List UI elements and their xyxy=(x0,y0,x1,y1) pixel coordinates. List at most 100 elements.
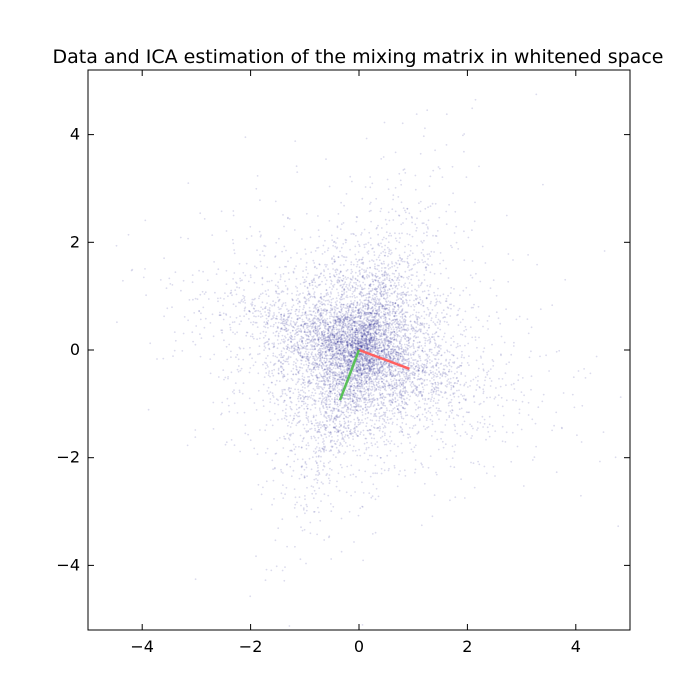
scatter-point xyxy=(231,391,234,393)
scatter-point xyxy=(388,309,391,311)
scatter-point xyxy=(288,218,291,220)
scatter-point xyxy=(336,338,338,341)
scatter-point xyxy=(393,282,396,284)
scatter-point xyxy=(363,452,366,454)
scatter-point xyxy=(395,240,398,242)
scatter-point xyxy=(360,301,362,303)
scatter-point xyxy=(404,362,407,365)
scatter-point xyxy=(277,367,280,370)
scatter-point xyxy=(333,261,336,263)
scatter-point xyxy=(473,220,476,223)
scatter-point xyxy=(341,438,343,440)
scatter-point xyxy=(308,317,311,320)
scatter-point xyxy=(450,370,453,373)
scatter-point xyxy=(457,414,460,417)
scatter-point xyxy=(304,248,307,251)
scatter-point xyxy=(389,232,391,235)
scatter-point xyxy=(344,434,347,436)
scatter-point xyxy=(370,341,373,344)
scatter-point xyxy=(366,376,368,379)
scatter-point xyxy=(309,348,312,351)
scatter-point xyxy=(461,350,463,353)
scatter-point xyxy=(290,317,293,319)
scatter-point xyxy=(318,376,321,379)
scatter-point xyxy=(324,337,326,340)
scatter-point xyxy=(372,329,375,332)
scatter-point xyxy=(358,340,360,343)
scatter-point xyxy=(364,404,367,406)
scatter-point xyxy=(371,287,374,290)
scatter-point xyxy=(382,320,384,323)
scatter-point xyxy=(385,421,387,424)
scatter-point xyxy=(230,291,233,294)
scatter-point xyxy=(396,295,398,297)
scatter-point xyxy=(352,409,355,412)
scatter-point xyxy=(295,299,298,302)
scatter-point xyxy=(308,361,310,364)
scatter-point xyxy=(386,278,388,280)
scatter-point xyxy=(423,365,426,368)
scatter-point xyxy=(572,376,575,379)
scatter-point xyxy=(195,325,198,327)
scatter-point xyxy=(362,326,364,328)
scatter-point xyxy=(383,396,386,399)
scatter-point xyxy=(418,261,421,263)
scatter-point xyxy=(346,408,348,411)
scatter-point xyxy=(332,378,334,381)
scatter-point xyxy=(425,269,428,271)
scatter-point xyxy=(338,373,341,376)
scatter-point xyxy=(398,279,401,282)
scatter-point xyxy=(360,233,362,236)
scatter-point xyxy=(318,319,321,322)
scatter-point xyxy=(395,329,398,331)
scatter-point xyxy=(513,388,516,390)
scatter-point xyxy=(333,392,336,395)
scatter-point xyxy=(231,321,234,324)
scatter-point xyxy=(389,331,392,334)
scatter-point xyxy=(438,418,440,421)
scatter-point xyxy=(305,448,308,450)
scatter-point xyxy=(335,425,338,427)
scatter-point xyxy=(419,391,421,393)
scatter-point xyxy=(277,372,280,375)
scatter-point xyxy=(301,440,304,443)
scatter-point xyxy=(338,349,341,351)
scatter-point xyxy=(505,363,508,365)
scatter-point xyxy=(310,468,313,471)
scatter-point xyxy=(253,281,256,284)
scatter-point xyxy=(272,479,275,482)
scatter-point xyxy=(367,330,370,332)
scatter-point xyxy=(416,318,419,320)
scatter-point xyxy=(427,227,429,230)
scatter-point xyxy=(424,415,426,418)
scatter-point xyxy=(282,302,285,305)
scatter-point xyxy=(394,323,397,326)
scatter-point xyxy=(372,393,375,396)
scatter-point xyxy=(397,409,400,412)
scatter-point xyxy=(222,312,225,315)
scatter-point xyxy=(320,455,322,458)
scatter-point xyxy=(541,400,544,403)
scatter-point xyxy=(403,260,406,263)
scatter-point xyxy=(482,390,485,393)
scatter-point xyxy=(405,218,408,220)
scatter-point xyxy=(380,400,383,403)
scatter-point xyxy=(385,389,387,392)
scatter-point xyxy=(351,293,354,295)
scatter-point xyxy=(571,393,574,396)
scatter-point xyxy=(383,248,386,251)
scatter-point xyxy=(391,387,394,390)
scatter-point xyxy=(249,439,252,442)
scatter-point xyxy=(321,321,324,323)
scatter-point xyxy=(370,454,373,457)
scatter-point xyxy=(303,345,306,348)
scatter-point xyxy=(299,397,302,400)
scatter-point xyxy=(382,345,385,348)
scatter-point xyxy=(350,323,353,326)
scatter-point xyxy=(367,458,369,461)
scatter-point xyxy=(450,365,453,368)
scatter-point xyxy=(349,306,351,309)
scatter-point xyxy=(449,410,452,412)
scatter-point xyxy=(346,358,349,361)
scatter-point xyxy=(145,294,148,297)
